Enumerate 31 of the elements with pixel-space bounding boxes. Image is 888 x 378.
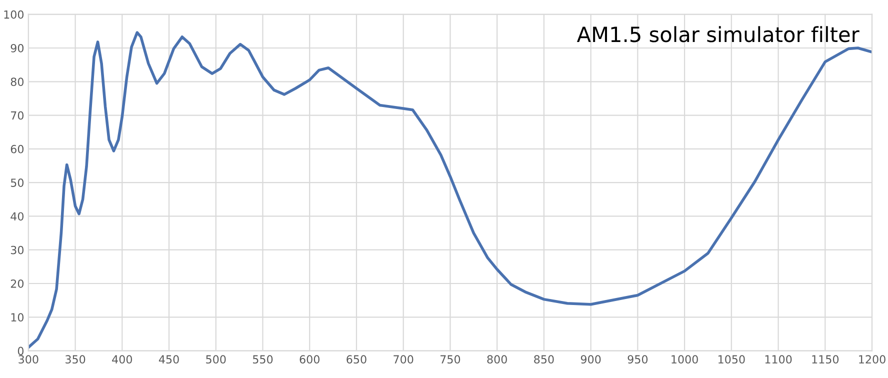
chart-title: AM1.5 solar simulator filter	[576, 26, 860, 42]
y-tick-label: 60	[10, 144, 24, 154]
x-tick-label: 800	[487, 355, 507, 364]
x-tick-label: 750	[440, 355, 460, 364]
x-tick-label: 1100	[765, 355, 792, 364]
x-tick-label: 1050	[718, 355, 745, 364]
y-tick-label: 70	[11, 111, 24, 120]
y-tick-label: 30	[10, 246, 24, 254]
y-tick-label: 90	[10, 44, 24, 52]
y-tick-label: 10	[11, 313, 24, 322]
y-tick-label: 50	[10, 178, 24, 187]
x-tick-label: 950	[628, 355, 648, 364]
x-tick-label: 350	[66, 355, 86, 364]
x-tick-label: 700	[394, 355, 414, 364]
y-tick-label: 100	[4, 10, 24, 19]
x-tick-label: 650	[346, 355, 366, 364]
x-tick-label: 1200	[859, 355, 886, 364]
x-tick-label: 500	[206, 355, 226, 364]
y-tick-label: 80	[10, 78, 24, 86]
x-tick-label: 900	[580, 355, 601, 364]
x-tick-label: 1150	[812, 355, 839, 364]
x-tick-label: 600	[300, 355, 320, 364]
x-tick-label: 850	[534, 355, 554, 364]
y-tick-label: 40	[10, 212, 24, 221]
y-tick-label: 0	[18, 346, 24, 356]
x-tick-label: 400	[112, 355, 132, 364]
x-tick-label: 300	[18, 355, 38, 364]
y-tick-label: 20	[10, 279, 24, 288]
x-tick-label: 1000	[672, 355, 698, 364]
x-tick-label: 550	[253, 355, 273, 364]
x-tick-label: 450	[158, 355, 179, 364]
